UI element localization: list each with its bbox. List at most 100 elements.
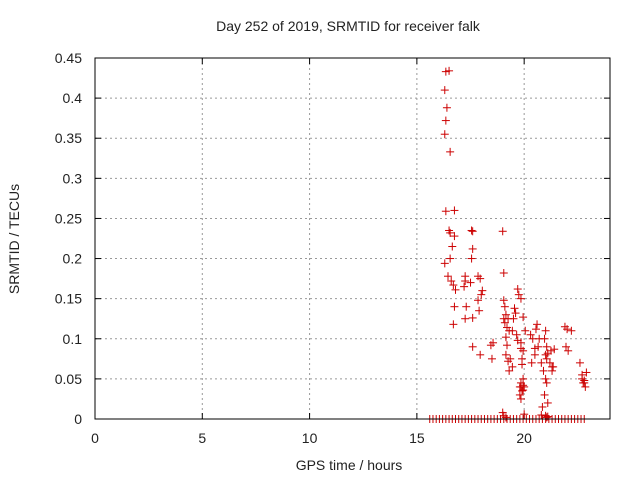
y-axis-label: SRMTID / TECUs <box>6 184 22 294</box>
data-point <box>478 286 487 295</box>
data-point <box>449 320 458 329</box>
data-point <box>498 227 507 236</box>
data-point <box>501 310 510 319</box>
data-point <box>518 360 527 369</box>
x-axis-label: GPS time / hours <box>296 457 403 473</box>
data-point <box>519 346 528 355</box>
data-point <box>519 386 528 395</box>
data-point <box>486 341 495 350</box>
data-point <box>534 342 543 351</box>
y-tick-label: 0.15 <box>55 291 82 307</box>
data-point <box>442 103 451 112</box>
x-tick-label: 0 <box>91 430 99 446</box>
data-point <box>449 281 458 290</box>
data-point <box>519 313 528 322</box>
y-tick-label: 0.4 <box>63 90 83 106</box>
data-point <box>546 346 555 355</box>
data-point <box>581 382 590 391</box>
tick-labels: 0 0.05 0.1 0.15 0.2 0.25 0.3 0.35 0.4 0.45 0 5 10 15 2… <box>55 50 532 446</box>
data-point <box>503 323 511 332</box>
data-point <box>543 398 552 407</box>
data-point <box>518 386 527 395</box>
data-point <box>540 390 549 399</box>
data-point <box>446 228 455 237</box>
data-point <box>448 242 457 251</box>
data-point <box>446 254 455 263</box>
data-point <box>562 342 571 351</box>
data-point <box>500 302 509 311</box>
data-point <box>541 326 550 335</box>
data-point <box>440 259 449 268</box>
data-point <box>474 296 483 305</box>
grid-lines <box>95 58 610 419</box>
data-point <box>512 330 521 339</box>
data-point <box>541 350 550 359</box>
data-point <box>443 272 452 281</box>
data-point <box>450 206 459 215</box>
data-point <box>466 278 475 287</box>
data-point <box>545 358 554 367</box>
data-point <box>514 290 523 299</box>
data-point <box>542 342 551 351</box>
data-point <box>500 318 509 327</box>
data-point <box>467 226 476 235</box>
data-point <box>440 86 449 95</box>
data-point <box>516 382 525 391</box>
data-point <box>550 345 559 354</box>
y-tick-label: 0.45 <box>55 50 82 66</box>
data-point <box>460 282 469 291</box>
data-point <box>516 394 525 403</box>
data-point <box>475 306 484 315</box>
data-point <box>516 338 525 347</box>
data-point <box>487 354 496 363</box>
data-point <box>513 285 522 294</box>
data-point <box>542 413 551 422</box>
y-tick-label: 0.2 <box>63 251 83 267</box>
data-points <box>425 66 591 423</box>
y-tick-label: 0.35 <box>55 130 82 146</box>
data-point <box>527 358 536 367</box>
data-point <box>516 294 525 303</box>
data-point <box>508 326 517 335</box>
data-point <box>468 244 477 253</box>
data-point <box>501 413 510 422</box>
data-point <box>445 66 454 75</box>
data-point <box>537 358 546 367</box>
data-point <box>541 374 550 383</box>
data-point <box>476 274 485 283</box>
data-point <box>538 402 547 411</box>
data-point <box>468 342 477 351</box>
data-point <box>563 325 572 334</box>
x-tick-label: 15 <box>409 430 425 446</box>
data-point <box>510 304 519 313</box>
data-point <box>580 378 589 387</box>
x-tick-label: 5 <box>198 430 206 446</box>
data-point <box>506 354 515 363</box>
data-point <box>564 346 573 355</box>
data-point <box>477 290 486 299</box>
data-point <box>542 354 551 363</box>
data-point <box>511 309 520 318</box>
data-point <box>447 277 456 286</box>
data-point <box>542 378 551 387</box>
data-point <box>451 285 460 294</box>
data-point <box>461 314 470 323</box>
data-point <box>468 313 477 322</box>
data-point <box>549 362 558 371</box>
data-point <box>520 410 529 419</box>
data-point <box>508 362 517 371</box>
data-point <box>530 350 539 359</box>
y-tick-label: 0.3 <box>63 170 83 186</box>
data-point <box>446 147 455 156</box>
data-point <box>548 366 557 375</box>
y-tick-label: 0.1 <box>63 331 83 347</box>
data-point <box>468 227 477 236</box>
data-point <box>531 325 540 334</box>
data-point <box>537 410 546 419</box>
data-point <box>539 366 548 375</box>
y-tick-label: 0.05 <box>55 371 82 387</box>
plot-frame <box>94 57 611 420</box>
data-point <box>498 408 507 417</box>
data-point <box>440 130 449 139</box>
